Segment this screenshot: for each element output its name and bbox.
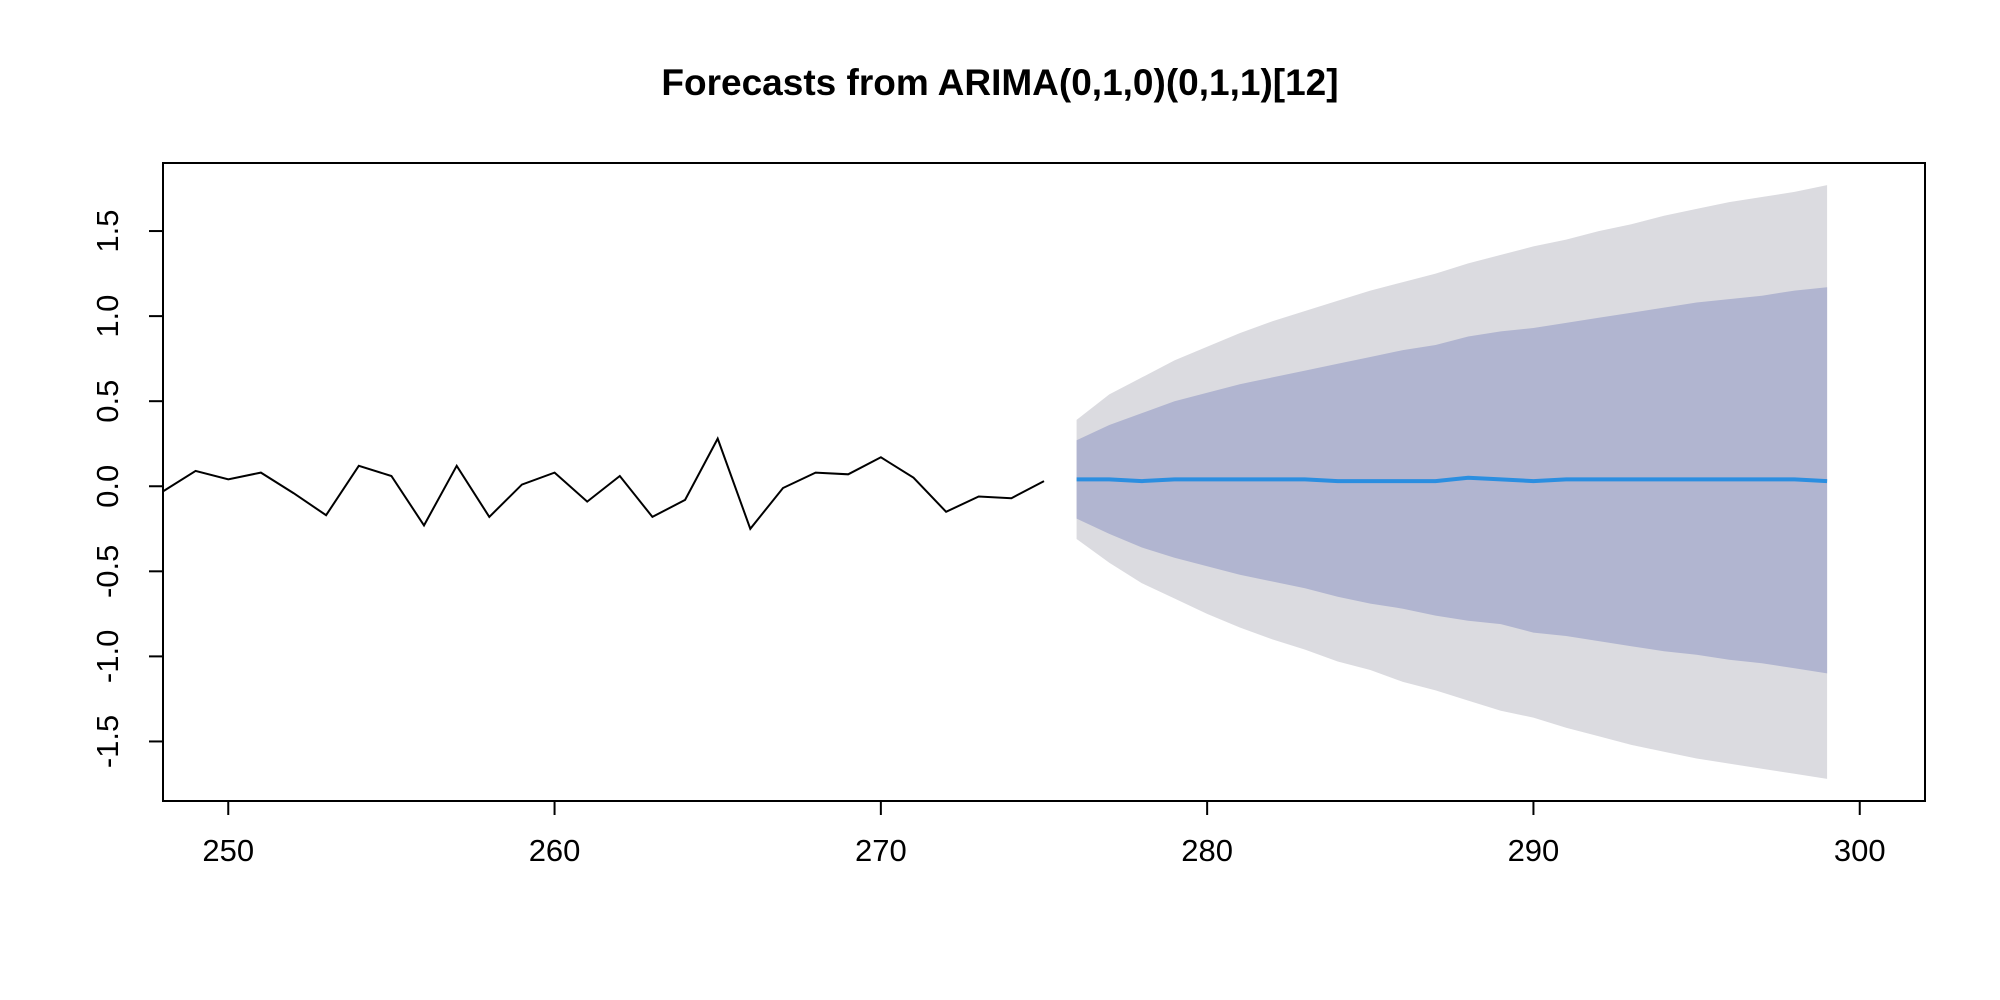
x-axis: 250 260 270 280 290 300	[202, 800, 1886, 868]
series-lines	[162, 436, 1828, 531]
x-tick-label: 290	[1508, 833, 1560, 868]
y-tick-label: -1.5	[90, 715, 125, 768]
observed-line	[162, 436, 1045, 531]
x-tick-label: 280	[1181, 833, 1233, 868]
chart-title: Forecasts from ARIMA(0,1,0)(0,1,1)[12]	[661, 62, 1338, 103]
y-tick-label: 0.0	[90, 465, 125, 508]
y-axis: -1.5 -1.0 -0.5 0.0 0.5 1.0 1.5	[90, 209, 164, 768]
y-tick-label: 1.0	[90, 295, 125, 338]
x-tick-label: 260	[529, 833, 581, 868]
y-tick-label: 0.5	[90, 380, 125, 423]
y-tick-label: -0.5	[90, 545, 125, 598]
prediction-intervals	[1076, 185, 1828, 779]
y-tick-label: 1.5	[90, 209, 125, 252]
x-tick-label: 250	[202, 833, 254, 868]
x-tick-label: 270	[855, 833, 907, 868]
x-tick-label: 300	[1834, 833, 1886, 868]
forecast-mean-line	[1076, 475, 1828, 484]
y-tick-label: -1.0	[90, 630, 125, 683]
